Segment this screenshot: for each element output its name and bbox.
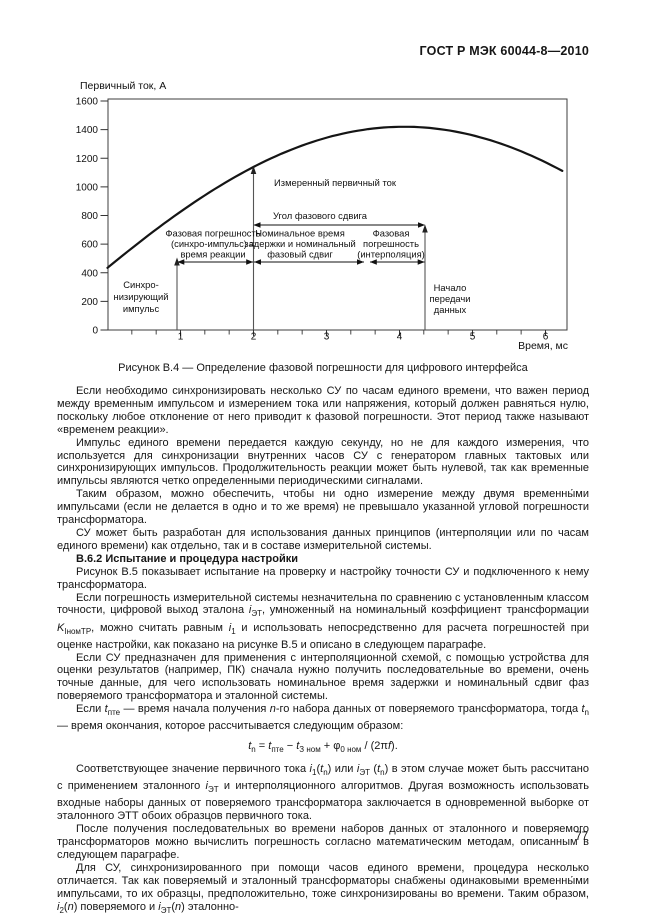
y-tick-label: 1000: [76, 182, 99, 193]
paragraph: СУ может быть разработан для использован…: [57, 526, 589, 552]
paragraph: Рисунок В.5 показывает испытание на пров…: [57, 565, 589, 591]
page-header: ГОСТ Р МЭК 60044-8—2010: [419, 44, 589, 58]
y-tick-label: 1200: [76, 154, 99, 165]
data-start-label-line2: передачи: [429, 293, 470, 304]
interpolation-label-line3: (интерполяция): [357, 249, 425, 260]
measurement-arrowhead: [250, 166, 257, 174]
nominal-delay-label-line3: фазовый сдвиг: [267, 249, 333, 260]
sync-pulse-label-line1: Синхро-: [123, 279, 158, 290]
axes-layer: 0 200 400 600 800 1000 1200 1400 1600 1 2 3 4 5 6: [76, 97, 549, 343]
x-tick-label: 4: [397, 332, 403, 343]
sync-pulse-label-line2: низирующий: [114, 291, 169, 302]
nominal-delay-arrow: [254, 259, 364, 265]
paragraph: Если необходимо синхронизировать несколь…: [57, 385, 589, 436]
y-axis-title: Первичный ток, А: [80, 80, 166, 92]
figure-b4: Первичный ток, А Время, мс 0 200 400 600 800…: [76, 80, 568, 352]
paragraph: Если погрешность измерительной системы н…: [57, 591, 589, 651]
data-start-label-line1: Начало: [434, 282, 467, 293]
paragraph: Таким образом, можно обеспечить, чтобы н…: [57, 488, 589, 527]
interpolation-label-line1: Фазовая: [373, 228, 410, 239]
paragraph: Для СУ, синхронизированного при помощи ч…: [57, 861, 589, 913]
y-tick-label: 400: [81, 268, 98, 279]
measured-current-curve: [106, 125, 564, 269]
paragraph: После получения последовательных во врем…: [57, 823, 589, 862]
phase-angle-label: Угол фазового сдвига: [273, 210, 368, 221]
interpolation-label: Фазовая погрешность (интерполяция): [357, 228, 425, 260]
sync-error-label-line3: время реакции: [180, 249, 245, 260]
sync-pulse-label: Синхро- низирующий импульс: [114, 279, 169, 314]
data-start-label-line3: данных: [434, 304, 467, 315]
y-tick-label: 800: [81, 211, 98, 222]
x-axis-title: Время, мс: [518, 340, 568, 352]
y-tick-label: 1600: [76, 97, 99, 108]
body-text: Если необходимо синхронизировать несколь…: [57, 385, 589, 913]
interpolation-label-line2: погрешность: [363, 238, 419, 249]
plot-border: [107, 98, 568, 331]
sync-pulse-label-line3: импульс: [123, 303, 160, 314]
formula: tn = tпте − tЗ ном + φ0 ном / (2πf).: [248, 740, 398, 755]
paragraph: Импульс единого времени передается кажду…: [57, 436, 589, 488]
sync-error-label: Фазовая погрешность (синхро-импульс) = в…: [165, 228, 260, 260]
x-tick-label: 6: [543, 332, 549, 343]
x-tick-label: 3: [324, 332, 330, 343]
x-tick-label: 1: [178, 332, 184, 343]
nominal-delay-label-line2: задержки и номинальный: [244, 238, 355, 249]
y-tick-label: 0: [92, 326, 98, 337]
data-start-arrowhead: [422, 224, 428, 233]
nominal-delay-label: Номинальное время задержки и номинальный…: [244, 228, 355, 260]
reaction-time-arrow: [177, 259, 254, 265]
section-heading: В.6.2 Испытание и процедура настройки: [76, 552, 298, 565]
y-tick-label: 200: [81, 297, 98, 308]
page-number: 77: [575, 831, 588, 843]
sync-error-label-line2: (синхро-импульс) =: [171, 238, 255, 249]
paragraph: Если tпте — время начала получения n-го …: [57, 703, 589, 733]
x-tick-label: 5: [470, 332, 476, 343]
interpolation-arrow: [369, 259, 425, 265]
y-tick-label: 600: [81, 240, 98, 251]
nominal-delay-label-line1: Номинальное время: [255, 228, 345, 239]
y-tick-label: 1400: [76, 125, 99, 136]
paragraph: Соответствующее значение первичного тока…: [57, 763, 589, 823]
x-tick-label: 2: [251, 332, 257, 343]
paragraph: Если СУ предназначен для применения с ин…: [57, 651, 589, 703]
measured-current-label: Измеренный первичный ток: [274, 177, 397, 188]
data-start-label: Начало передачи данных: [429, 282, 470, 315]
sync-pulse-arrowhead: [174, 257, 180, 266]
sync-error-label-line1: Фазовая погрешность: [165, 228, 260, 239]
figure-caption: Рисунок В.4 — Определение фазовой погреш…: [118, 362, 528, 374]
phase-angle-arrow: [253, 222, 425, 228]
